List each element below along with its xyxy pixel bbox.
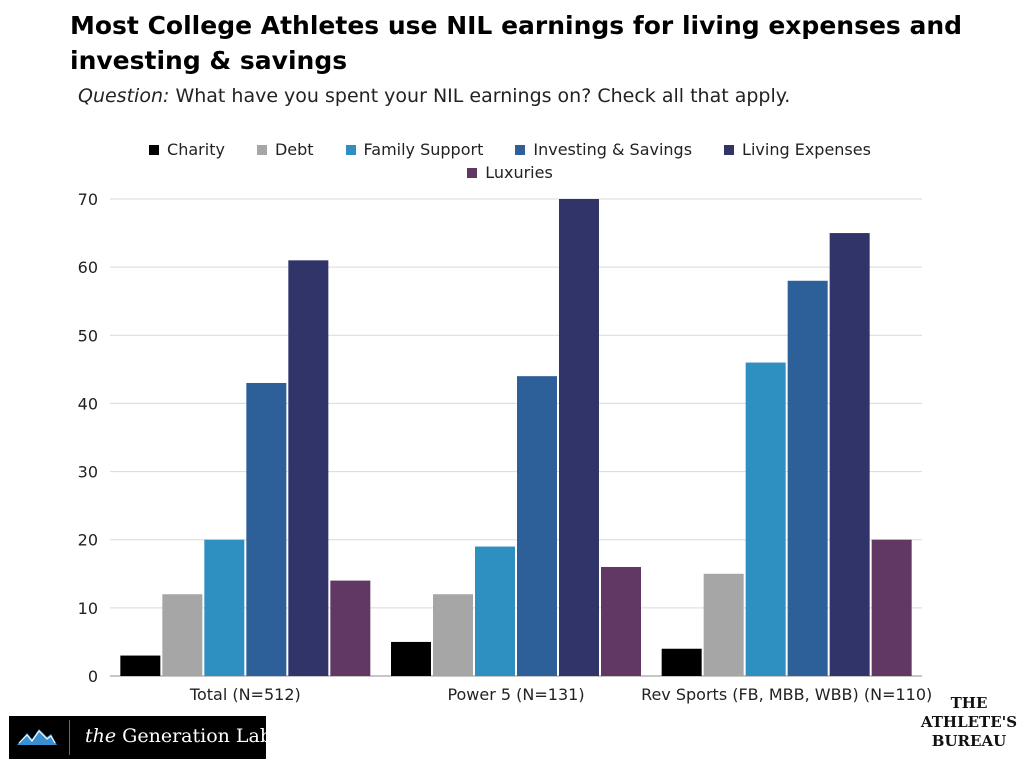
y-axis-ticks: 0 10 20 30 40 50 60 70 — [78, 190, 98, 686]
bar-family-support-total-n-512 — [204, 539, 245, 676]
x-category-label: Rev Sports (FB, MBB, WBB) (N=110) — [641, 685, 932, 704]
y-tick-label: 50 — [78, 326, 98, 345]
x-axis-labels: Total (N=512) Power 5 (N=131) Rev Sports (… — [189, 685, 932, 704]
bar-luxuries-total-n-512 — [330, 580, 371, 676]
y-tick-label: 10 — [78, 599, 98, 618]
legend-swatch — [345, 145, 356, 155]
legend-item-charity: Charity — [149, 138, 225, 161]
legend-item-living-expenses: Living Expenses — [724, 138, 871, 161]
legend-label: Family Support — [363, 140, 484, 159]
athletes-bureau-line-2: ATHLETE'S — [920, 713, 1018, 731]
legend-item-debt: Debt — [256, 138, 314, 161]
generation-lab-logo: the Generation Lab — [9, 716, 272, 759]
bar-debt-total-n-512 — [162, 594, 203, 676]
generation-lab-name: the Generation Lab — [85, 725, 272, 747]
bar-living-expenses-power-5-n-131 — [559, 199, 599, 676]
legend-item-family-support: Family Support — [345, 138, 484, 161]
bar-debt-power-5-n-131 — [433, 594, 473, 676]
mountain-icon — [17, 729, 57, 745]
question-text: Question: What have you spent your NIL e… — [78, 85, 790, 107]
legend-item-investing-savings: Investing & Savings — [515, 138, 692, 161]
y-tick-label: 40 — [78, 394, 98, 413]
bar-investing-savings-rev-sports-fb-mbb-wbb-n-110 — [787, 280, 828, 676]
bar-charity-power-5-n-131 — [391, 641, 431, 676]
bars — [120, 199, 912, 677]
question-label: Question: — [78, 85, 170, 107]
athletes-bureau-line-3: BUREAU — [931, 732, 1007, 750]
legend-swatch — [149, 145, 160, 155]
y-tick-label: 20 — [78, 531, 98, 550]
chart-legend: Charity Debt Family Support Investing & Sav… — [100, 138, 920, 184]
bar-family-support-power-5-n-131 — [475, 546, 515, 676]
y-tick-label: 0 — [88, 667, 98, 686]
bar-charity-total-n-512 — [120, 655, 161, 676]
bar-investing-savings-power-5-n-131 — [517, 376, 557, 676]
legend-label: Debt — [274, 140, 314, 159]
x-category-label: Power 5 (N=131) — [447, 685, 584, 704]
y-tick-label: 30 — [78, 463, 98, 482]
brand-the: the — [85, 725, 117, 747]
bar-luxuries-rev-sports-fb-mbb-wbb-n-110 — [871, 539, 912, 676]
legend-label: Charity — [167, 140, 225, 159]
legend-swatch — [467, 168, 478, 178]
legend-swatch — [724, 145, 735, 155]
question-body: What have you spent your NIL earnings on… — [175, 85, 791, 107]
legend-swatch — [515, 145, 526, 155]
legend-label: Living Expenses — [742, 140, 871, 159]
bar-family-support-rev-sports-fb-mbb-wbb-n-110 — [745, 362, 786, 676]
y-tick-label: 70 — [78, 190, 98, 209]
brand-name: Generation Lab — [122, 725, 273, 747]
logo-divider — [69, 720, 70, 755]
athletes-bureau-logo: THE ATHLETE'S BUREAU — [920, 694, 1018, 751]
grid-lines — [110, 198, 922, 677]
bar-charity-rev-sports-fb-mbb-wbb-n-110 — [661, 648, 702, 676]
bar-investing-savings-total-n-512 — [246, 382, 287, 676]
y-tick-label: 60 — [78, 258, 98, 277]
bar-living-expenses-rev-sports-fb-mbb-wbb-n-110 — [829, 233, 870, 677]
bar-debt-rev-sports-fb-mbb-wbb-n-110 — [703, 573, 744, 676]
bar-luxuries-power-5-n-131 — [601, 566, 641, 676]
chart-title: Most College Athletes use NIL earnings f… — [70, 11, 963, 75]
legend-swatch — [256, 145, 267, 155]
legend-item-luxuries: Luxuries — [467, 161, 553, 184]
legend-label: Investing & Savings — [533, 140, 693, 159]
athletes-bureau-line-1: THE — [950, 694, 988, 712]
x-category-label: Total (N=512) — [189, 685, 301, 704]
bar-living-expenses-total-n-512 — [288, 260, 329, 676]
legend-label: Luxuries — [485, 163, 553, 182]
